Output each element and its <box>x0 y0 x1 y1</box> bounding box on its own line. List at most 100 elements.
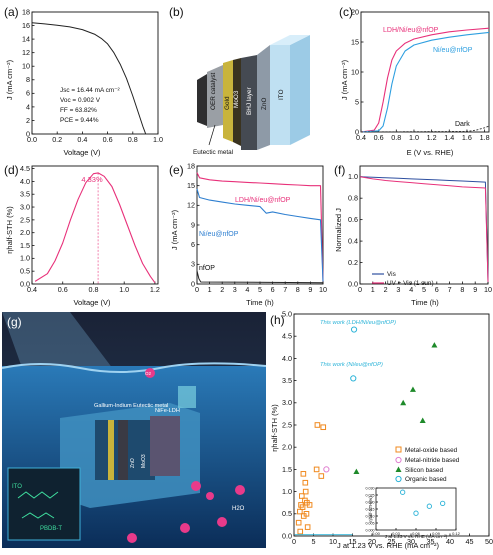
panel-f-ytick-label: 0.0 <box>348 279 358 288</box>
panel-c-curve-ni <box>360 31 490 133</box>
inset-xtick-label: 0.00 <box>372 531 381 536</box>
panel-h-ytick-label: 4.0 <box>282 354 292 363</box>
legend-silicon: Silicon based <box>405 467 443 474</box>
molecule-structure <box>17 491 59 519</box>
panel-e-xtick-label: 1 <box>208 285 212 294</box>
panel-f-xlabel: Time (h) <box>411 298 439 307</box>
inset-xlabel: J at 1.23 V vs. RHE (mA cm⁻²) <box>385 534 448 539</box>
inset-point-organic <box>426 503 432 509</box>
panel-a-frame <box>31 11 159 135</box>
panel-h-legend: Metal-oxide based Metal-nitride based Si… <box>395 446 460 483</box>
panel-d-xtick-label: 0.6 <box>58 285 68 294</box>
panel-a-svg: (a) 0.0 0.2 0.4 0.6 0.8 1.0 0 2 4 6 8 10 12 14 16 18 Js… <box>4 5 163 157</box>
point-metal-oxide <box>299 493 305 499</box>
panel-e-ytick-label: 12 <box>187 201 195 210</box>
panel-c-xtick-label: 0.8 <box>391 133 401 142</box>
panel-e-xtick-label: 10 <box>319 285 327 294</box>
annotation-this-work-ni: This work (Ni/eu@nfOP) <box>320 362 383 368</box>
panel-d-ytick-label: 3.5 <box>20 190 30 199</box>
panel-e-xtick-label: 6 <box>271 285 275 294</box>
point-metal-oxide <box>299 504 306 510</box>
panel-c-xtick-label: 0.6 <box>374 133 384 142</box>
panel-h-xtick-label: 25 <box>388 537 396 546</box>
panel-d-ytick-label: 2.5 <box>20 215 30 224</box>
bubble-o2-3 <box>206 492 214 500</box>
panel-e-label: (e) <box>169 163 184 177</box>
panel-c-xtick-label: 1.2 <box>427 133 437 142</box>
panel-e-ytick-label: 6 <box>191 240 195 249</box>
panel-a-ytick-label: 2 <box>26 116 30 125</box>
panel-a-xtick-label: 0.0 <box>27 135 37 144</box>
panel-b-label: (b) <box>169 5 184 19</box>
inset-ytick-label: 0.025 <box>366 493 375 497</box>
label-o2: O2 <box>145 371 152 376</box>
annotation-this-work-ldh: This work (LDH/Ni/eu@nfOP) <box>320 320 396 326</box>
panel-d-xtick-label: 0.8 <box>88 285 98 294</box>
panel-h-xtick-label: 0 <box>292 537 296 546</box>
inset-ylabel: ηhalf-STH(%) <box>368 496 373 522</box>
panel-h-ytick-label: 3.5 <box>282 376 292 385</box>
legend-metal-nitride: Metal-nitride based <box>405 457 460 464</box>
panel-c-xtick-label: 1.8 <box>480 133 490 142</box>
panel-h-xtick-label: 5 <box>312 537 316 546</box>
panel-f-ylabel: Normalized J <box>334 208 343 252</box>
panel-c-label-ldh: LDH/Ni/eu@nfOP <box>383 27 439 34</box>
bubble-o2-1 <box>145 368 155 378</box>
panel-f-svg: (f) 0 1 2 3 4 5 6 7 8 9 10 0.0 0.2 0.4 0.6 0.8 1.0 Vis U… <box>334 163 492 307</box>
panel-a-plot: 0.0 0.2 0.4 0.6 0.8 1.0 0 2 4 6 8 10 12 14 16 18 <box>22 7 163 144</box>
panel-d-ytick-label: 4.5 <box>20 164 30 173</box>
panel-h-ytick-label: 5.0 <box>282 309 292 318</box>
label-eutectic-metal: Eutectic metal <box>193 149 233 156</box>
panel-g: (g) Gallium-Indium Eutectic metal NiFe-L… <box>0 308 268 550</box>
panel-h-label: (h) <box>270 313 285 327</box>
panel-c-ytick-label: 15 <box>351 37 359 46</box>
panel-f-curve-uv <box>359 176 489 282</box>
bubble-o2-7 <box>217 517 227 527</box>
device-nife <box>150 416 180 476</box>
panel-f-xtick-label: 10 <box>484 285 492 294</box>
point-silicon <box>419 417 426 423</box>
panel-f-ytick-label: 0.8 <box>348 194 358 203</box>
inset-point-organic <box>413 510 419 516</box>
label-ito-molecule: ITO <box>12 484 22 490</box>
panel-d-ytick-label: 3.0 <box>20 202 30 211</box>
panel-h-xtick-label: 30 <box>407 537 415 546</box>
panel-e-ytick-label: 15 <box>187 181 195 190</box>
panel-a-ytick-label: 14 <box>22 35 30 44</box>
point-metal-oxide <box>313 466 320 473</box>
panel-c-ytick-label: 10 <box>351 67 359 76</box>
label-oer-catalyst: OER catalyst <box>210 72 217 110</box>
panel-c-xtick-label: 1.4 <box>444 133 454 142</box>
panel-e-label-nfop: nfOP <box>199 265 215 272</box>
inset-ytick-label: 0.030 <box>366 486 375 490</box>
bubble-o2-5 <box>127 533 137 543</box>
bubble-o2-6 <box>180 523 190 533</box>
panel-a-jv-curve <box>31 22 147 135</box>
panel-d-ytick-label: 1.5 <box>20 241 30 250</box>
panel-e-xtick-label: 4 <box>245 285 249 294</box>
label-zno: ZnO <box>261 98 268 110</box>
inset-xtick-label: 0.09 <box>432 531 441 536</box>
panel-f-xtick-label: 5 <box>422 285 426 294</box>
eutectic-metal-layer <box>207 65 223 128</box>
device-bhj <box>118 420 128 480</box>
panel-c-svg: (c) 0.4 0.6 0.8 1.0 1.2 1.4 1.6 1.8 0 5 10 15 20 LDH… <box>339 5 490 157</box>
panel-c-ytick-label: 20 <box>351 7 359 16</box>
panel-d-xtick-label: 1.0 <box>119 285 129 294</box>
label-ito: ITO <box>278 89 285 100</box>
panel-e-curve-nfop <box>196 270 324 284</box>
panel-d-frame <box>31 165 159 285</box>
point-metal-oxide <box>295 519 302 526</box>
bhj-layer <box>241 55 257 150</box>
label-nife-ldh: NiFe-LDH <box>155 408 180 414</box>
panel-d-ytick-label: 0.5 <box>20 267 30 276</box>
panel-c-curve-dark <box>360 125 490 133</box>
point-metal-oxide <box>304 524 311 530</box>
panel-f: (f) 0 1 2 3 4 5 6 7 8 9 10 0.0 0.2 0.4 0.6 0.8 1.0 Vis U… <box>330 158 493 308</box>
panel-c-ylabel: J (mA cm⁻²) <box>340 59 349 100</box>
panel-a-pce: PCE = 9.44% <box>60 117 99 124</box>
label-bhj: BHJ layer <box>246 86 253 115</box>
eutectic-pointer <box>208 124 216 146</box>
panel-e: (e) 0 1 2 3 4 5 6 7 8 9 10 0 3 6 9 12 15 18 LDH/Ni/eu@nfO… <box>165 158 330 308</box>
